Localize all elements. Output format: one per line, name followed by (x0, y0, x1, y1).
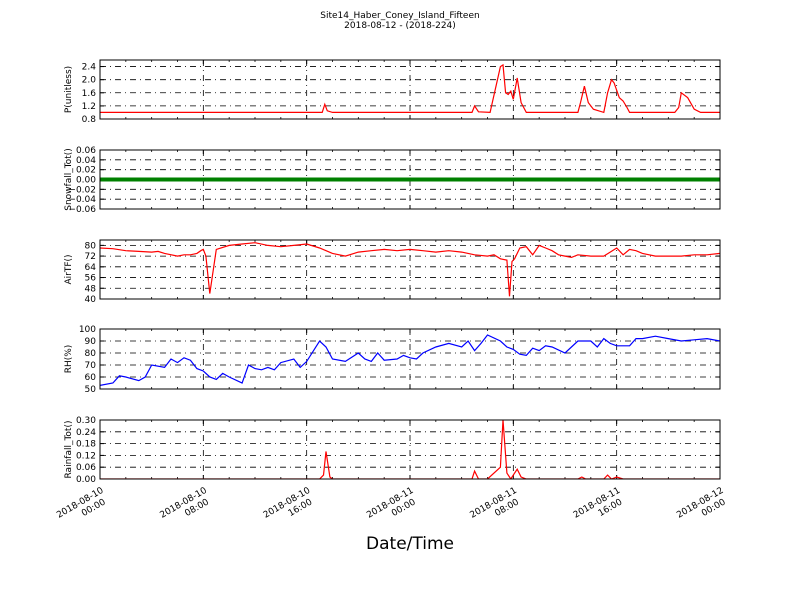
ytick-label: 0.04 (76, 156, 96, 166)
ytick-label: 70 (85, 361, 97, 371)
panel-2: −0.06−0.04−0.020.000.020.040.06Snowfall_… (64, 146, 721, 215)
ytick-label: 0.24 (76, 428, 96, 438)
ytick-label: 0.8 (82, 115, 97, 125)
series-line (100, 63, 720, 114)
ylabel: Rainfall_Tot() (64, 421, 74, 479)
ytick-label: 0.00 (76, 176, 96, 186)
plot-frame (99, 328, 721, 390)
ylabel: P(unitless) (64, 66, 74, 113)
ytick-label: 56 (85, 274, 97, 284)
ytick-label: −0.06 (68, 205, 96, 215)
chart-title: Site14_Haber_Coney_Island_Fifteen (320, 11, 480, 21)
ytick-label: 40 (85, 295, 97, 305)
plot-frame (99, 419, 721, 480)
ytick-label: −0.02 (68, 185, 96, 195)
plot-frame (99, 149, 721, 210)
ylabel: Snowfall_Tot() (64, 148, 74, 211)
ytick-label: 100 (79, 325, 96, 335)
series-line (100, 334, 720, 386)
ytick-label: 0.06 (76, 463, 96, 473)
series-line (100, 420, 720, 479)
plot-frame (99, 59, 721, 120)
ytick-label: 0.00 (76, 475, 96, 485)
ytick-label: 48 (85, 284, 97, 294)
panel-4: 50 60 70 80 90 100 RH(%) (64, 325, 721, 395)
ytick-label: 50 (85, 385, 97, 395)
ytick-label: 1.2 (82, 102, 96, 112)
ytick-label: 0.18 (76, 440, 96, 450)
ytick-label: 80 (85, 241, 97, 251)
ytick-label: 2.4 (82, 63, 97, 73)
ytick-label: 0.06 (76, 146, 96, 156)
ytick-label: 0.30 (76, 416, 96, 426)
ytick-label: 72 (85, 252, 96, 262)
ylabel: RH(%) (64, 345, 74, 374)
ytick-label: 0.12 (76, 451, 96, 461)
plot-frame (99, 239, 721, 300)
ytick-label: 64 (85, 263, 97, 273)
chart-subtitle: 2018-08-12 - (2018-224) (344, 21, 456, 31)
panel-1: 0.8 1.2 1.6 2.0 2.4 P(unitless) (64, 59, 721, 125)
ytick-label: 90 (85, 337, 97, 347)
ytick-label: 2.0 (82, 76, 97, 86)
ytick-label: −0.04 (68, 195, 96, 205)
series-line (100, 242, 720, 297)
ytick-label: 60 (85, 373, 97, 383)
x-axis-label: Date/Time (366, 534, 454, 554)
ytick-label: 0.02 (76, 166, 96, 176)
ytick-label: 80 (85, 349, 97, 359)
ytick-label: 1.6 (82, 89, 97, 99)
ylabel: AirTF() (64, 254, 74, 284)
